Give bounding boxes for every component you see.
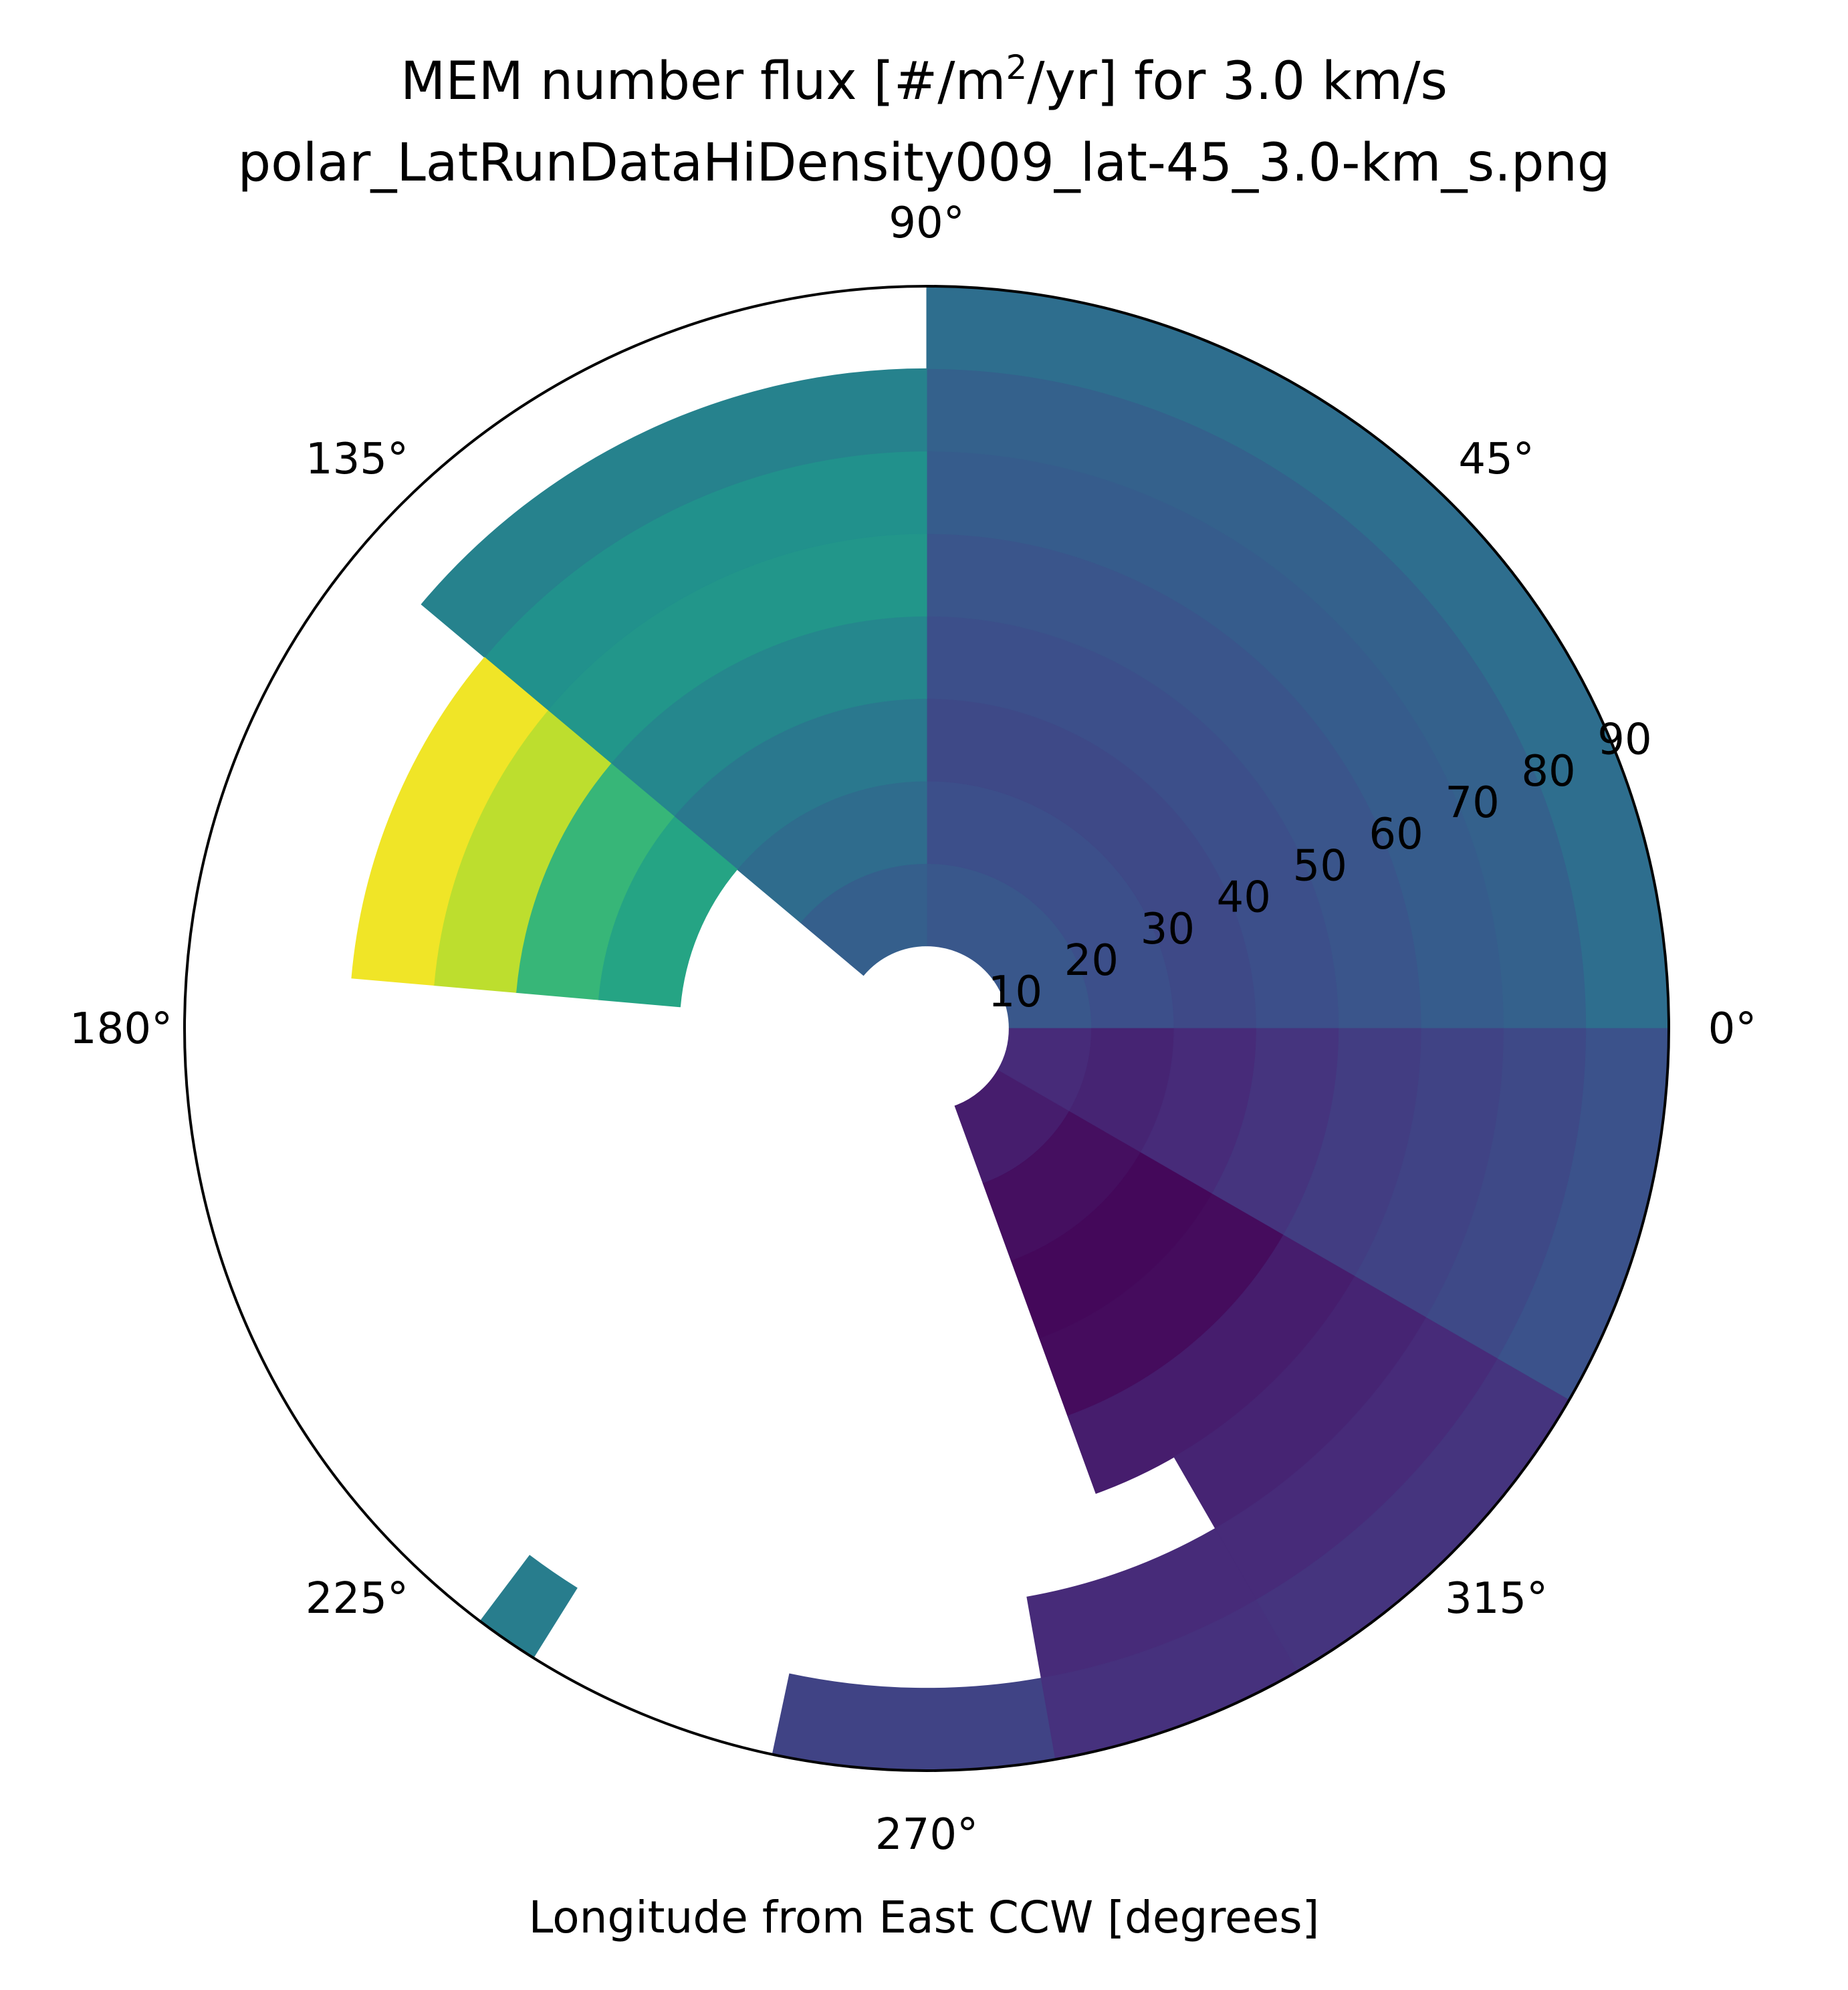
radial-tick-80: 80 [1521, 747, 1575, 796]
radial-tick-50: 50 [1292, 841, 1347, 891]
title-prefix: MEM number flux [#/m [400, 51, 1006, 112]
title-suffix: /yr] for 3.0 km/s [1027, 51, 1448, 112]
radial-tick-20: 20 [1064, 936, 1119, 986]
radial-tick-labels: 10 20 30 40 50 60 70 80 90 [988, 715, 1652, 1018]
heatmap-cell-20 [772, 1673, 1056, 1771]
heatmap-cells [351, 286, 1669, 1771]
angle-tick-135: 135° [306, 435, 409, 484]
angle-tick-labels: 0° 45° 90° 135° 180° 225° 270° 315° [70, 199, 1756, 1860]
heatmap-cell-19 [479, 1555, 578, 1659]
angle-tick-0: 0° [1708, 1004, 1757, 1054]
chart-title: MEM number flux [#/m2/yr] for 3.0 km/s [400, 48, 1448, 112]
radial-tick-40: 40 [1217, 873, 1271, 923]
angle-tick-315: 315° [1445, 1574, 1548, 1624]
radial-tick-10: 10 [988, 968, 1042, 1017]
angle-tick-90: 90° [889, 199, 964, 248]
title-superscript: 2 [1006, 48, 1027, 87]
radial-tick-70: 70 [1445, 778, 1499, 828]
radial-tick-30: 30 [1141, 905, 1195, 954]
angle-tick-225: 225° [306, 1574, 409, 1624]
radial-tick-60: 60 [1369, 810, 1423, 859]
chart-subtitle: polar_LatRunDataHiDensity009_lat-45_3.0-… [238, 133, 1611, 193]
angle-tick-45: 45° [1458, 435, 1534, 484]
heatmap-cell-14 [421, 368, 927, 658]
radial-tick-90: 90 [1597, 715, 1651, 765]
angle-tick-180: 180° [70, 1004, 172, 1054]
angle-tick-270: 270° [875, 1810, 978, 1860]
x-axis-label: Longitude from East CCW [degrees] [529, 1892, 1320, 1943]
polar-axis-outline [183, 285, 1670, 1772]
heatmap-cell-18 [351, 657, 548, 986]
